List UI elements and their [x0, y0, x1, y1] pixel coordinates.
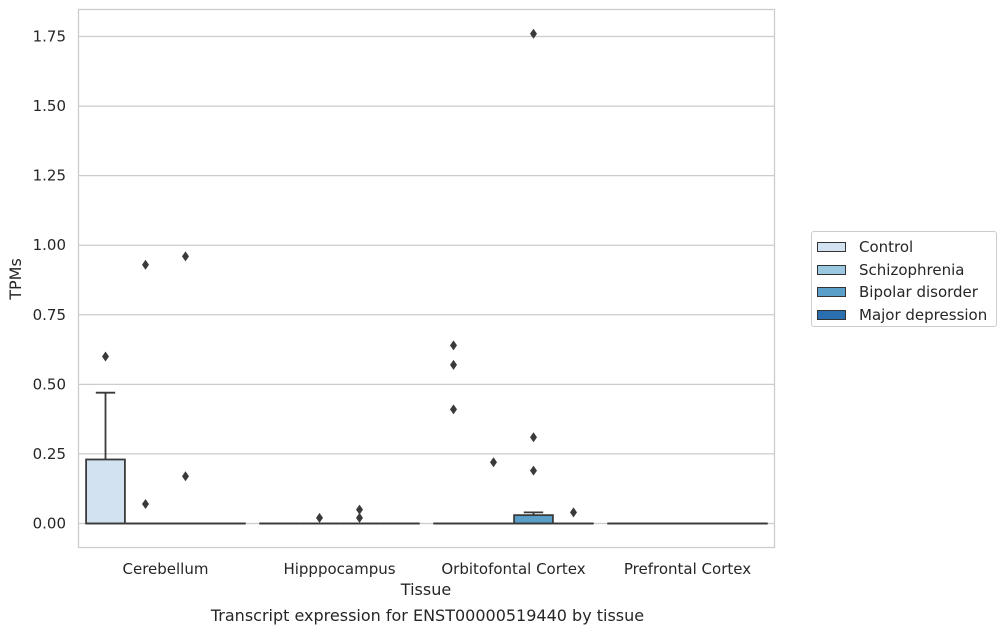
chart-caption: Transcript expression for ENST0000051944… — [210, 606, 645, 625]
outlier-point — [530, 432, 537, 443]
y-tick-label: 1.25 — [33, 167, 66, 185]
x-tick-label: Cerebellum — [123, 560, 209, 578]
legend-item: Control — [817, 236, 996, 259]
legend-swatch — [817, 242, 846, 253]
outlier-point — [450, 359, 457, 370]
gridlines — [78, 35, 775, 525]
legend-item: Major depression — [817, 304, 996, 327]
x-tick-label: Prefrontal Cortex — [624, 560, 751, 578]
y-axis-label: TPMs — [6, 258, 25, 301]
outlier-point — [570, 507, 577, 518]
legend-label: Bipolar disorder — [859, 283, 978, 302]
outlier-point — [450, 340, 457, 351]
outlier-point — [182, 251, 189, 262]
x-axis-label: Tissue — [400, 580, 451, 599]
y-tick-label: 1.75 — [33, 28, 66, 46]
legend-label: Schizophrenia — [859, 260, 965, 279]
outlier-point — [530, 465, 537, 476]
legend-item: Schizophrenia — [817, 259, 996, 282]
outlier-point — [102, 351, 109, 362]
plot-area-frame — [77, 8, 776, 549]
outlier-point — [356, 512, 363, 523]
y-tick-label: 0.75 — [33, 306, 66, 324]
boxes — [85, 391, 768, 525]
y-axis-ticks: 0.00 0.25 0.50 0.75 1.00 1.25 1.50 1.75 — [33, 28, 66, 533]
y-tick-label: 0.25 — [33, 445, 66, 463]
outlier-point — [142, 499, 149, 510]
box-body — [85, 458, 126, 525]
x-tick-label: Orbitofontal Cortex — [441, 560, 585, 578]
x-tick-label: Hipppocampus — [283, 560, 395, 578]
legend-label: Major depression — [859, 305, 988, 324]
legend: Control Schizophrenia Bipolar disorder Majo… — [811, 231, 997, 327]
legend-swatch — [817, 287, 846, 298]
outliers — [102, 28, 577, 523]
box-control — [85, 391, 126, 525]
x-axis-ticks: Cerebellum Hipppocampus Orbitofontal Corte… — [123, 560, 752, 578]
box-body — [513, 514, 554, 525]
outlier-point — [142, 259, 149, 270]
legend-swatch — [817, 264, 846, 275]
y-tick-label: 1.00 — [33, 236, 66, 254]
box-bipolar-disorder — [513, 511, 554, 525]
legend-label: Control — [859, 238, 914, 257]
outlier-point — [450, 404, 457, 415]
legend-swatch — [817, 309, 846, 320]
outlier-point — [182, 471, 189, 482]
outlier-point — [316, 512, 323, 523]
outlier-point — [530, 28, 537, 39]
y-tick-label: 0.50 — [33, 375, 66, 393]
outlier-point — [356, 504, 363, 515]
y-tick-label: 0.00 — [33, 515, 66, 533]
legend-item: Bipolar disorder — [817, 281, 996, 304]
outlier-point — [490, 457, 497, 468]
y-tick-label: 1.50 — [33, 97, 66, 115]
